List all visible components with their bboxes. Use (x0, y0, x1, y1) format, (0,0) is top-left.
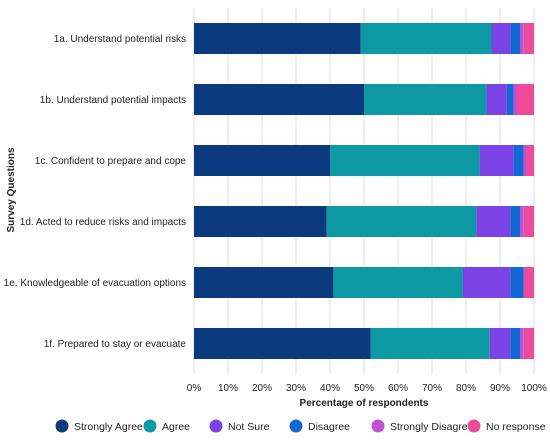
bar-segment (520, 328, 524, 359)
bar-segment (194, 267, 334, 298)
legend-swatch (143, 419, 157, 433)
x-tick-label: 80% (456, 383, 476, 394)
legend-label: Disagree (308, 421, 350, 433)
bar-segment (194, 328, 371, 359)
bar-segment (520, 206, 524, 237)
bar-segment (510, 328, 521, 359)
y-axis-title: Survey Questions (6, 147, 17, 232)
bar-segment (523, 23, 534, 54)
bars (194, 23, 534, 359)
bar-segment (194, 206, 327, 237)
bar-segment (525, 145, 534, 176)
x-tick-label: 50% (354, 383, 374, 394)
x-tick-label: 90% (490, 383, 510, 394)
bar-segment (360, 23, 492, 54)
bar-segment (333, 267, 463, 298)
x-tick-label: 40% (320, 383, 340, 394)
x-axis-title: Percentage of respondents (300, 398, 429, 409)
bar-segment (486, 84, 507, 115)
bar-segment (194, 84, 364, 115)
x-tick-label: 70% (422, 383, 442, 394)
bar-segment (523, 328, 534, 359)
category-label: 1b. Understand potential impacts (40, 95, 186, 106)
legend-swatch (467, 419, 481, 433)
x-tick-label: 20% (252, 383, 272, 394)
category-label: 1a. Understand potential risks (54, 34, 186, 45)
x-tick-label: 60% (388, 383, 408, 394)
category-label: 1e. Knowledgeable of evacuation options (4, 278, 186, 289)
bar-segment (506, 84, 514, 115)
gridlines (193, 8, 535, 374)
x-tick-label: 10% (218, 383, 238, 394)
category-label: 1c. Confident to prepare and cope (35, 156, 187, 167)
bar-segment (510, 206, 521, 237)
bar-segment (476, 206, 511, 237)
bar-segment (491, 23, 511, 54)
bar-segment (520, 23, 524, 54)
legend-swatch (371, 419, 385, 433)
legend-swatch (55, 419, 69, 433)
bar-segment (510, 23, 521, 54)
bar-segment (194, 23, 361, 54)
category-labels: 1a. Understand potential risks 1b. Unders… (4, 34, 187, 350)
x-tick-label: 0% (187, 383, 202, 394)
category-label: 1f. Prepared to stay or evacuate (44, 339, 187, 350)
legend-label: Agree (162, 421, 190, 433)
bar-segment (513, 145, 524, 176)
bar-segment (370, 328, 490, 359)
legend-label: No response (486, 421, 546, 433)
legend-label: Not Sure (228, 421, 270, 433)
bar-segment (489, 328, 511, 359)
bar-segment (330, 145, 480, 176)
bar-segment (364, 84, 487, 115)
bar-segment (326, 206, 477, 237)
bar-segment (194, 145, 330, 176)
legend-swatch (289, 419, 303, 433)
x-tick-labels: 0% 10% 20% 30% 40% 50% 60% 70% 80% 90% 100% (187, 383, 547, 394)
x-tick-label: 30% (286, 383, 306, 394)
category-label: 1d. Acted to reduce risks and impacts (20, 217, 186, 228)
bar-segment (462, 267, 511, 298)
x-tick-label: 100% (521, 383, 547, 394)
legend-swatch (209, 419, 223, 433)
bar-segment (523, 206, 534, 237)
legend-label: Strongly Disagree (390, 421, 474, 433)
bar-segment (523, 267, 534, 298)
bar-segment (479, 145, 514, 176)
legend: Strongly Agree Agree Not Sure Disagree Stron… (55, 419, 546, 433)
legend-label: Strongly Agree (74, 421, 143, 433)
bar-segment (517, 84, 534, 115)
bar-segment (510, 267, 524, 298)
bar-segment (513, 84, 517, 115)
bar-segment (523, 145, 526, 176)
